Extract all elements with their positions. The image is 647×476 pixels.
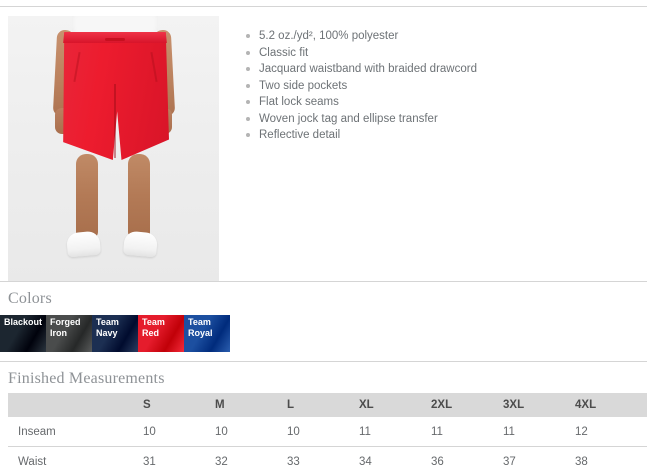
- table-body: Inseam 10 10 10 11 11 11 12 Waist 31 32 …: [8, 417, 647, 476]
- red-shorts: [61, 32, 169, 160]
- color-swatch-strip: Blackout Forged Iron Team Navy Team Red …: [0, 315, 230, 352]
- cell-inseam-2xl: 11: [431, 417, 503, 447]
- color-swatch-blackout[interactable]: Blackout: [0, 315, 46, 352]
- product-image[interactable]: [8, 16, 219, 282]
- table-header: S M L XL 2XL 3XL 4XL: [8, 393, 647, 417]
- feature-item: Classic fit: [244, 45, 639, 62]
- cell-waist-s: 31: [143, 447, 215, 476]
- shorts-leg-split: [114, 84, 116, 158]
- column-header-m: M: [215, 393, 287, 417]
- top-divider: [0, 6, 647, 7]
- cell-inseam-4xl: 12: [575, 417, 647, 447]
- swatch-label: Team Royal: [188, 317, 230, 339]
- cell-inseam-m: 10: [215, 417, 287, 447]
- column-header-4xl: 4XL: [575, 393, 647, 417]
- swatch-label: Team Navy: [96, 317, 138, 339]
- cell-waist-2xl: 36: [431, 447, 503, 476]
- column-header-3xl: 3XL: [503, 393, 575, 417]
- table-header-row: S M L XL 2XL 3XL 4XL: [8, 393, 647, 417]
- column-header-xl: XL: [359, 393, 431, 417]
- column-header-s: S: [143, 393, 215, 417]
- colors-heading: Colors: [8, 290, 52, 308]
- measurements-section-divider: [0, 361, 647, 362]
- color-swatch-team-red[interactable]: Team Red: [138, 315, 184, 352]
- feature-item: Woven jock tag and ellipse transfer: [244, 111, 639, 128]
- row-label-waist: Waist: [8, 447, 143, 476]
- model-shoe-right: [123, 231, 158, 258]
- cell-inseam-l: 10: [287, 417, 359, 447]
- finished-measurements-table: S M L XL 2XL 3XL 4XL Inseam 10 10 10 11 …: [8, 393, 647, 476]
- feature-item: Reflective detail: [244, 127, 639, 144]
- model-leg-left: [76, 154, 98, 238]
- color-swatch-forged-iron[interactable]: Forged Iron: [46, 315, 92, 352]
- column-header-l: L: [287, 393, 359, 417]
- cell-inseam-3xl: 11: [503, 417, 575, 447]
- feature-item: Two side pockets: [244, 78, 639, 95]
- color-swatch-team-navy[interactable]: Team Navy: [92, 315, 138, 352]
- photo-background: [8, 16, 219, 282]
- swatch-label: Team Red: [142, 317, 184, 339]
- feature-item: Jacquard waistband with braided drawcord: [244, 61, 639, 78]
- swatch-label: Blackout: [4, 317, 46, 328]
- cell-waist-xl: 34: [359, 447, 431, 476]
- row-label-inseam: Inseam: [8, 417, 143, 447]
- model-shoe-left: [66, 231, 101, 258]
- feature-item: 5.2 oz./yd², 100% polyester: [244, 28, 639, 45]
- product-section: 5.2 oz./yd², 100% polyester Classic fit …: [0, 10, 647, 278]
- cell-inseam-s: 10: [143, 417, 215, 447]
- swatch-label: Forged Iron: [50, 317, 92, 339]
- cell-inseam-xl: 11: [359, 417, 431, 447]
- cell-waist-3xl: 37: [503, 447, 575, 476]
- cell-waist-l: 33: [287, 447, 359, 476]
- table-row: Inseam 10 10 10 11 11 11 12: [8, 417, 647, 447]
- colors-section-divider: [0, 281, 647, 282]
- shorts-drawcord: [105, 38, 125, 41]
- cell-waist-m: 32: [215, 447, 287, 476]
- cell-waist-4xl: 38: [575, 447, 647, 476]
- column-header-blank: [8, 393, 143, 417]
- product-feature-list: 5.2 oz./yd², 100% polyester Classic fit …: [244, 28, 639, 144]
- column-header-2xl: 2XL: [431, 393, 503, 417]
- feature-item: Flat lock seams: [244, 94, 639, 111]
- table-row: Waist 31 32 33 34 36 37 38: [8, 447, 647, 476]
- model-leg-right: [128, 154, 150, 238]
- color-swatch-team-royal[interactable]: Team Royal: [184, 315, 230, 352]
- measurements-heading: Finished Measurements: [8, 370, 165, 388]
